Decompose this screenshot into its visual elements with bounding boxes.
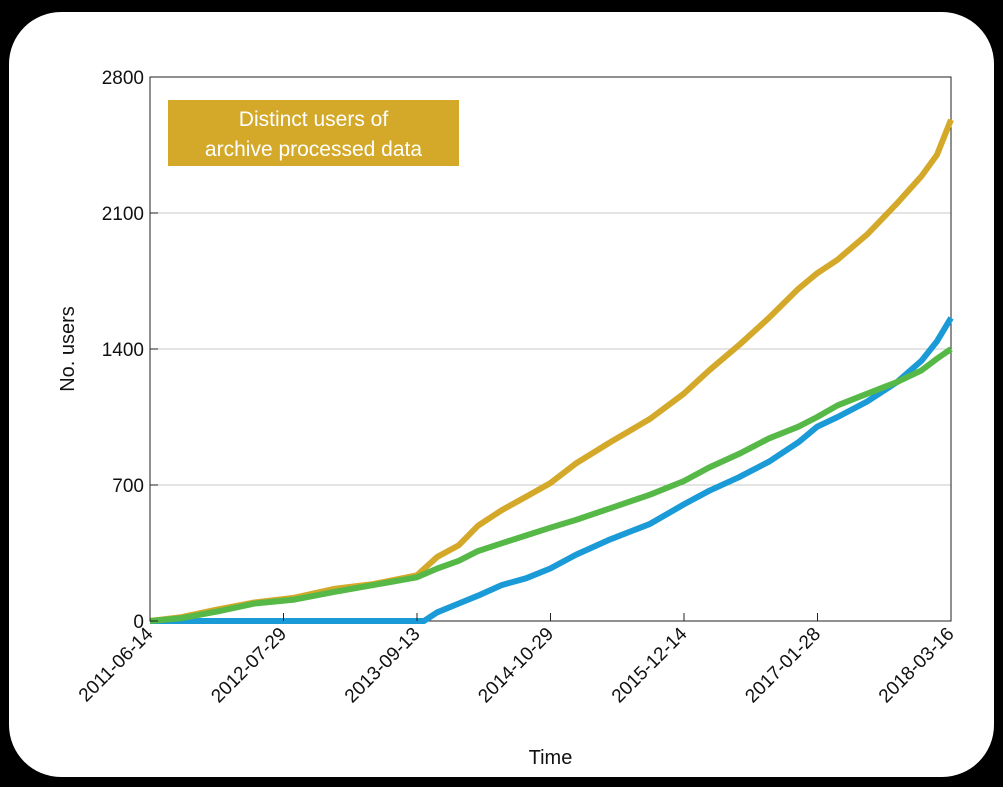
y-tick-label: 2800: [102, 68, 144, 89]
y-tick-label: 2100: [102, 204, 144, 225]
y-tick-label: 0: [133, 612, 144, 633]
y-axis-title: No. users: [57, 306, 79, 392]
x-axis-title: Time: [529, 747, 573, 769]
x-tick-label: 2018-03-16: [875, 624, 959, 708]
grid-lines: [150, 212, 951, 486]
annotation-box: Distinct users of archive processed data: [168, 100, 459, 166]
y-tick-label: 1400: [102, 340, 144, 361]
annotation-background: [168, 100, 459, 166]
x-tick-label: 2012-07-29: [207, 624, 291, 708]
x-tick-label: 2015-12-14: [608, 623, 692, 707]
annotation-line-1: Distinct users of: [239, 108, 389, 131]
y-axis: 0 700 1400 2100 2800: [102, 68, 158, 633]
series-line-2: [150, 316, 954, 624]
series-lines: [149, 118, 954, 624]
x-axis: 2011-06-14 2012-07-29 2013-09-13 2014-10-29…: [75, 613, 959, 707]
x-tick-label: 2011-06-14: [75, 623, 158, 706]
series-line-3: [149, 346, 953, 624]
series-line-1: [149, 118, 954, 624]
x-tick-label: 2017-01-28: [741, 624, 825, 708]
x-tick-label: 2014-10-29: [474, 624, 558, 708]
annotation-line-2: archive processed data: [205, 138, 422, 161]
y-tick-label: 700: [112, 476, 144, 497]
x-tick-label: 2013-09-13: [341, 624, 425, 708]
